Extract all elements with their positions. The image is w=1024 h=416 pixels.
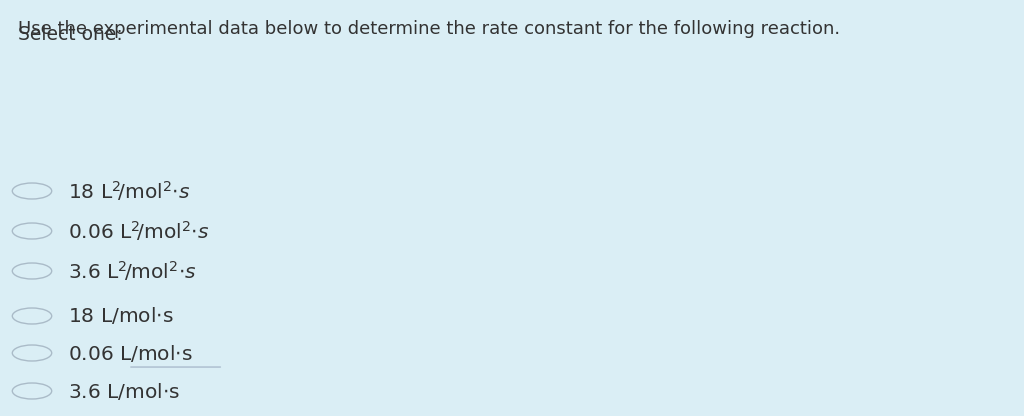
Text: Use the experimental data below to determine the rate constant for the following: Use the experimental data below to deter… [18,20,840,38]
Text: $18\ \mathrm{L}^2\!/\mathrm{mol}^2{\cdot}s$: $18\ \mathrm{L}^2\!/\mathrm{mol}^2{\cdot… [68,179,190,203]
Text: $3.6\ \mathrm{L/mol{\cdot}s}$: $3.6\ \mathrm{L/mol{\cdot}s}$ [68,381,180,401]
Text: $18\ \mathrm{L/mol{\cdot}s}$: $18\ \mathrm{L/mol{\cdot}s}$ [68,305,173,327]
Text: Select one:: Select one: [18,25,123,44]
Text: $0.06\ \mathrm{L/mol{\cdot}s}$: $0.06\ \mathrm{L/mol{\cdot}s}$ [68,342,193,364]
Text: $3.6\ \mathrm{L}^2\!/\mathrm{mol}^2{\cdot}s$: $3.6\ \mathrm{L}^2\!/\mathrm{mol}^2{\cdo… [68,259,197,283]
Text: $0.06\ \mathrm{L}^2\!/\mathrm{mol}^2{\cdot}s$: $0.06\ \mathrm{L}^2\!/\mathrm{mol}^2{\cd… [68,219,210,243]
